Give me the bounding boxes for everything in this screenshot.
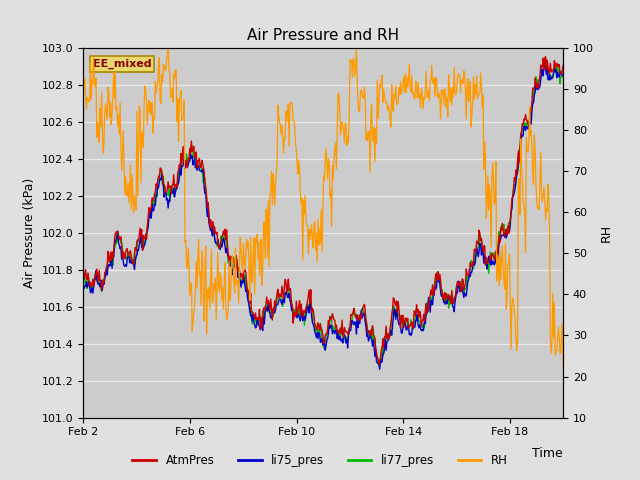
Legend: AtmPres, li75_pres, li77_pres, RH: AtmPres, li75_pres, li77_pres, RH xyxy=(128,449,512,472)
Text: Time: Time xyxy=(532,447,563,460)
Y-axis label: Air Pressure (kPa): Air Pressure (kPa) xyxy=(23,178,36,288)
Title: Air Pressure and RH: Air Pressure and RH xyxy=(247,28,399,43)
Y-axis label: RH: RH xyxy=(600,224,612,242)
Text: EE_mixed: EE_mixed xyxy=(93,59,152,69)
